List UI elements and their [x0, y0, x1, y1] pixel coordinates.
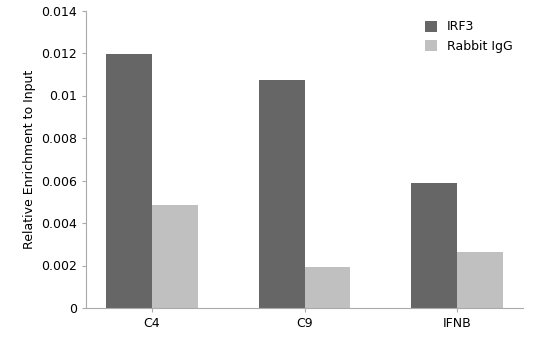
Legend: IRF3, Rabbit IgG: IRF3, Rabbit IgG [421, 17, 516, 56]
Bar [259, 79, 305, 308]
Bar [106, 54, 152, 308]
Y-axis label: Relative Enrichment to Input: Relative Enrichment to Input [23, 70, 36, 249]
Bar [152, 205, 198, 308]
Bar [305, 267, 350, 308]
Bar [411, 183, 457, 308]
Bar [457, 252, 503, 308]
